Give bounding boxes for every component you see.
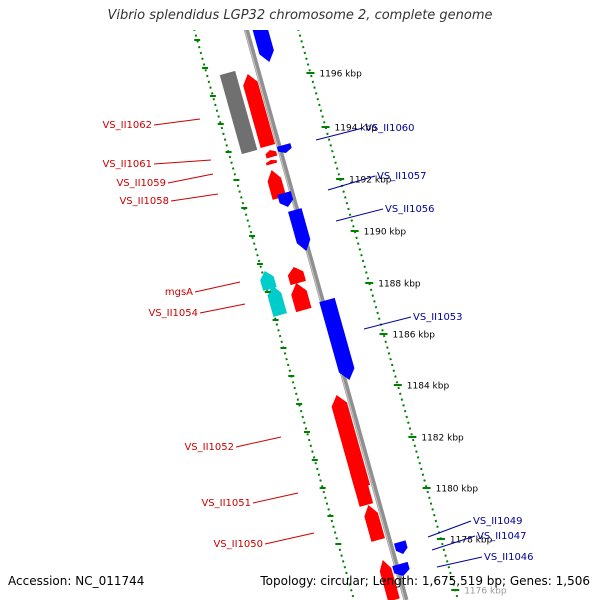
gene-feature[interactable] bbox=[265, 149, 278, 159]
gene-feature[interactable] bbox=[286, 265, 306, 286]
gene-feature[interactable] bbox=[240, 72, 276, 149]
accession-text: Accession: NC_011744 bbox=[8, 574, 145, 588]
reverse-gene-label[interactable]: VS_II1060 bbox=[365, 123, 415, 134]
reverse-gene-label[interactable]: VS_II1046 bbox=[484, 552, 534, 563]
forward-gene-label[interactable]: VS_II1052 bbox=[184, 442, 234, 453]
reverse-gene-label[interactable]: VS_II1057 bbox=[377, 171, 427, 182]
gene-feature[interactable] bbox=[265, 168, 287, 200]
kbp-tick-label: 1194 kbp bbox=[335, 124, 378, 134]
gene-feature[interactable] bbox=[347, 459, 374, 507]
gene-feature[interactable] bbox=[265, 159, 278, 166]
reverse-gene-label[interactable]: VS_II1049 bbox=[473, 516, 523, 527]
forward-gene-label[interactable]: VS_II1062 bbox=[102, 120, 152, 131]
gene-feature[interactable] bbox=[288, 208, 313, 253]
forward-gene-label[interactable]: VS_II1058 bbox=[119, 196, 169, 207]
gene-feature[interactable] bbox=[276, 143, 293, 155]
gene-feature[interactable] bbox=[214, 0, 236, 24]
scale-line-right bbox=[297, 30, 459, 600]
gene-feature[interactable] bbox=[362, 503, 385, 542]
forward-gene-label[interactable]: VS_II1059 bbox=[116, 178, 166, 189]
kbp-tick-label: 1196 kbp bbox=[319, 70, 362, 80]
reverse-gene-label[interactable]: VS_II1056 bbox=[385, 204, 435, 215]
kbp-tick-label: 1178 kbp bbox=[450, 536, 493, 546]
gene-feature[interactable] bbox=[219, 70, 258, 155]
kbp-tick-label: 1182 kbp bbox=[421, 434, 464, 444]
kbp-tick-label: 1176 kbp bbox=[464, 587, 507, 597]
gene-feature[interactable] bbox=[392, 561, 411, 578]
kbp-tick-label: 1192 kbp bbox=[349, 176, 392, 186]
kbp-tick-label: 1190 kbp bbox=[364, 228, 407, 238]
gene-feature[interactable] bbox=[252, 26, 277, 64]
genome-summary: Topology: circular; Length: 1,675,519 bp… bbox=[260, 574, 590, 588]
forward-gene-label[interactable]: VS_II1054 bbox=[148, 308, 198, 319]
reverse-gene-label[interactable]: VS_II1047 bbox=[477, 531, 527, 542]
gene-feature[interactable] bbox=[393, 540, 409, 555]
forward-gene-label[interactable]: VS_II1051 bbox=[201, 498, 251, 509]
gene-feature[interactable] bbox=[289, 281, 312, 313]
scale-line-left bbox=[193, 30, 355, 600]
kbp-tick-label: 1188 kbp bbox=[378, 280, 421, 290]
forward-gene-label[interactable]: VS_II1061 bbox=[102, 159, 152, 170]
reverse-gene-label[interactable]: VS_II1053 bbox=[413, 312, 463, 323]
gene-feature[interactable] bbox=[277, 191, 294, 209]
genome-title: Vibrio splendidus LGP32 chromosome 2, co… bbox=[107, 8, 493, 23]
forward-gene-label[interactable]: VS_II1050 bbox=[213, 539, 263, 550]
gene-feature[interactable] bbox=[319, 297, 357, 382]
kbp-tick-label: 1180 kbp bbox=[436, 485, 479, 495]
kbp-tick-label: 1184 kbp bbox=[407, 382, 450, 392]
chromosome-backbone bbox=[243, 30, 409, 600]
forward-gene-label[interactable]: mgsA bbox=[165, 287, 193, 298]
kbp-tick-label: 1186 kbp bbox=[393, 331, 436, 341]
gene-feature[interactable] bbox=[377, 558, 400, 600]
gene-feature[interactable] bbox=[329, 393, 371, 490]
gene-feature[interactable] bbox=[265, 283, 287, 317]
